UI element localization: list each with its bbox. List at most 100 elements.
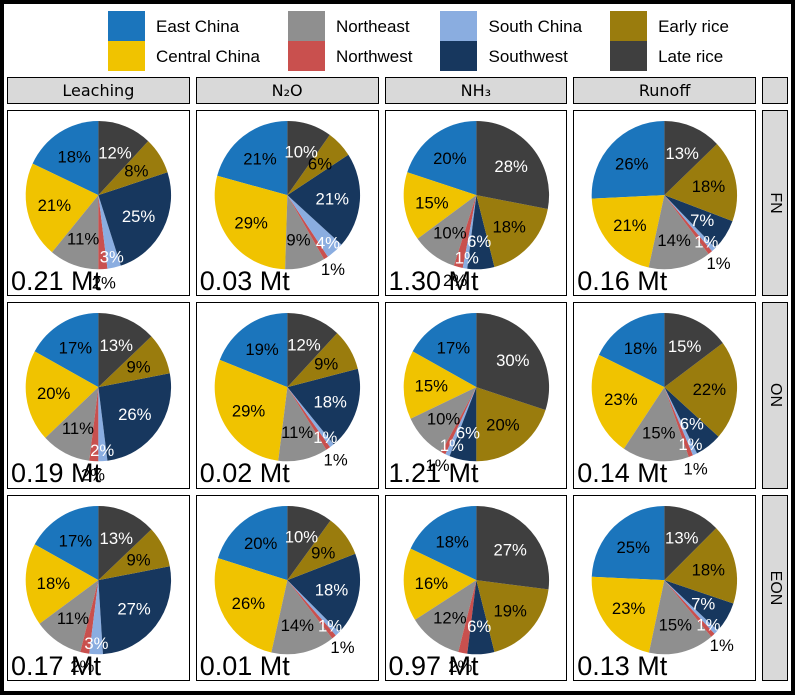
- pie-slice-label: 15%: [415, 193, 448, 212]
- pie-slice-label: 20%: [37, 384, 70, 403]
- pie-slice-label: 30%: [496, 351, 529, 370]
- pie-panel-fn-2: 20% 15% 10% 2% 1% 6% 18% 28% 1.30 Mt: [384, 110, 568, 297]
- legend: East China Central China Northeast Northwes…: [4, 4, 791, 77]
- pie-slice-label: 13%: [665, 528, 698, 547]
- legend-item: Early rice: [610, 11, 729, 41]
- pie-slice-late-rice: [98, 313, 152, 388]
- pie-slice-label: 21%: [613, 216, 646, 235]
- legend-swatch-south-china: [440, 11, 478, 41]
- pie-slice-label: 13%: [100, 336, 133, 355]
- pie-slice-label: 15%: [642, 424, 675, 443]
- pie-slice-label: 20%: [433, 149, 466, 168]
- pie-slice-label: 18%: [624, 339, 657, 358]
- pie-slice-label: 6%: [467, 232, 491, 251]
- pie-slice-early-rice: [98, 141, 168, 196]
- pie-slice-south-china: [287, 387, 334, 448]
- pie-total-label: 0.01 Mt: [199, 650, 290, 681]
- pie-slice-late-rice: [475, 121, 549, 210]
- pie-slice-label: 17%: [59, 339, 92, 358]
- row-label-text: ON: [767, 383, 784, 408]
- pie-slice-label: 9%: [314, 355, 338, 374]
- pie-slice-label: 4%: [316, 234, 340, 253]
- pie-slice-label: 3%: [100, 247, 124, 266]
- pie-slice-label: 1%: [318, 616, 342, 635]
- pie-slice-southwest: [664, 579, 734, 631]
- pie-slice-northeast: [649, 579, 712, 654]
- pie-slice-label: 1%: [425, 456, 449, 475]
- pie-slice-label: 12%: [287, 336, 320, 355]
- pie-panel-eon-1: 20% 26% 14% 1% 1% 18% 9% 10% 0.01 Mt: [195, 494, 379, 681]
- pie-slice-central-china: [25, 351, 99, 439]
- pie-slice-late-rice: [287, 121, 330, 196]
- pie-slice-label: 26%: [231, 594, 264, 613]
- pie-chart: 21% 29% 9% 1% 4% 21% 6%10%: [214, 121, 360, 279]
- pie-slice-label: 22%: [693, 380, 726, 399]
- pie-slice-south-china: [664, 387, 698, 456]
- pie-slice-label: 14%: [280, 616, 313, 635]
- pie-slice-northeast: [271, 579, 333, 654]
- pie-slice-label: 29%: [234, 213, 267, 232]
- legend-swatch-southwest: [440, 41, 478, 71]
- pie-slice-northwest: [89, 387, 99, 462]
- legend-label: South China: [488, 16, 583, 36]
- pie-panel-on-1: 19% 29% 11% 1% 1% 18% 9% 12% 0.02 Mt: [195, 302, 379, 489]
- corner-cell: [762, 77, 788, 104]
- pie-slice-label: 1%: [439, 436, 463, 455]
- pie-slice-southwest: [466, 579, 494, 654]
- legend-column: East China Central China: [108, 11, 260, 71]
- pie-slice-label: 8%: [124, 161, 148, 180]
- pie-total-label: 0.17 Mt: [11, 650, 102, 681]
- pie-slice-northwest: [457, 579, 476, 654]
- pie-slice-southwest: [98, 172, 172, 266]
- pie-slice-early-rice: [475, 579, 548, 652]
- pie-slice-label: 15%: [659, 615, 692, 634]
- pie-slice-label: 17%: [59, 531, 92, 550]
- pie-slice-northeast: [45, 387, 99, 462]
- pie-chart: 17%20%11%2%2%26%9%13%: [25, 313, 172, 485]
- pie-slice-label: 2%: [92, 273, 116, 292]
- pie-slice-east-china: [216, 121, 288, 196]
- pie-slice-central-china: [25, 163, 99, 253]
- column-header-1: N₂O: [195, 77, 379, 104]
- pie-slice-label: 2%: [442, 271, 466, 290]
- legend-label: East China: [156, 16, 240, 36]
- column-header-label: N₂O: [271, 81, 303, 100]
- pie-panel-on-3: 18% 23% 15% 1% 1% 6% 22% 15% 0.14 Mt: [573, 302, 756, 489]
- pie-slice-label: 12%: [98, 143, 131, 162]
- pie-slice-label: 14%: [658, 231, 691, 250]
- pie-slice-label: 7%: [691, 594, 715, 613]
- legend-item: Northwest: [287, 41, 412, 71]
- pie-slice-label: 25%: [617, 537, 650, 556]
- pie-slice-early-rice: [287, 333, 358, 388]
- pie-slice-label: 1%: [679, 435, 703, 454]
- pie-slice-early-rice: [475, 387, 546, 462]
- pie-slice-label: 1%: [454, 248, 478, 267]
- pie-slice-south-china: [664, 579, 718, 634]
- pie-slice-label: 2%: [90, 441, 114, 460]
- pie-slice-central-china: [403, 548, 476, 620]
- legend-label: Central China: [156, 46, 260, 66]
- pie-slice-label: 18%: [313, 393, 346, 412]
- legend-label: Early rice: [658, 16, 729, 36]
- pie-slice-northeast: [284, 195, 324, 270]
- pie-slice-label: 7%: [690, 211, 714, 230]
- pie-slice-label: 10%: [284, 527, 317, 546]
- pie-slice-central-china: [214, 557, 288, 653]
- pie-total-label: 0.14 Mt: [577, 458, 668, 489]
- pie-slice-northwest: [98, 195, 108, 270]
- pie-slice-label: 1%: [695, 232, 719, 251]
- column-header-3: Runoff: [573, 77, 756, 104]
- pie-slice-label: 1%: [697, 615, 721, 634]
- pie-slice-central-china: [25, 544, 99, 624]
- pie-slice-label: 19%: [493, 601, 526, 620]
- pie-slice-south-china: [98, 195, 121, 269]
- legend-column: Northeast Northwest: [287, 11, 412, 71]
- pie-chart: 25% 23% 15% 1% 1% 7% 18% 13%: [591, 505, 738, 655]
- pie-slice-label: 28%: [494, 157, 527, 176]
- pie-slice-northwest: [453, 195, 476, 268]
- pie-slice-label: 1%: [330, 638, 354, 657]
- pie-slice-south-china: [664, 195, 716, 252]
- pie-slice-central-china: [403, 351, 476, 420]
- pie-slice-label: 2%: [70, 657, 94, 676]
- pie-slice-southwest: [664, 195, 733, 248]
